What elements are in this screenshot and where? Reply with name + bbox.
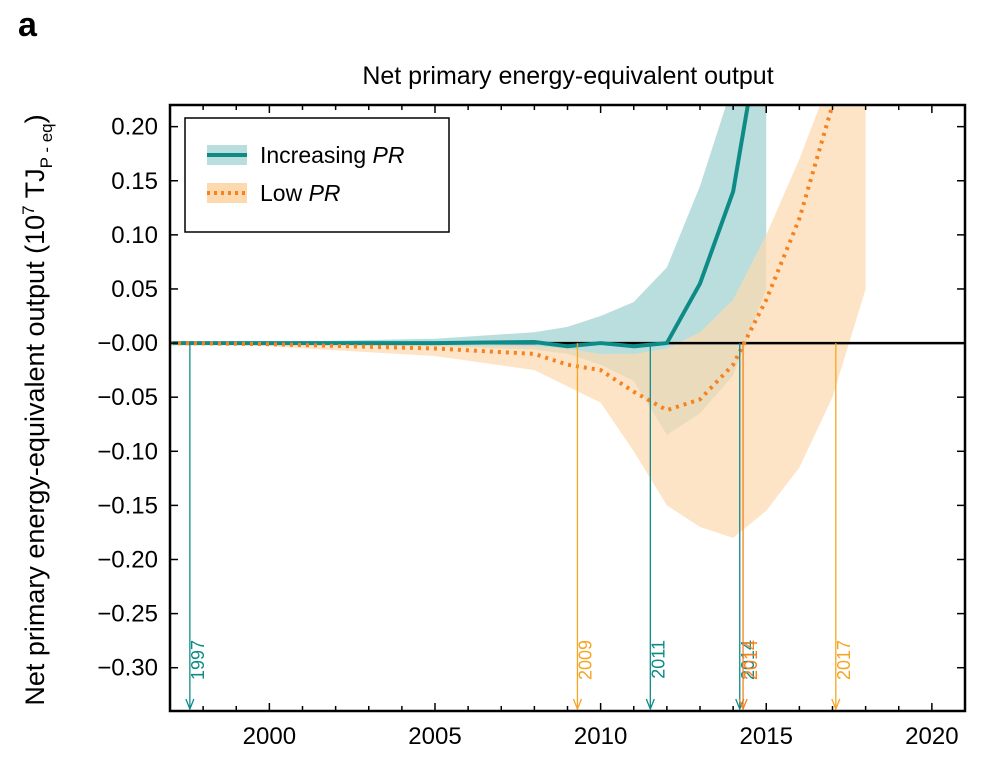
y-axis-label-sub: P - eq bbox=[37, 123, 56, 168]
x-tick-label-3: 2015 bbox=[740, 723, 793, 750]
marker-label-1: 2009 bbox=[575, 640, 595, 680]
x-tick-label-2: 2010 bbox=[574, 723, 627, 750]
legend-label-increasing: Increasing PR bbox=[260, 142, 404, 168]
legend: Increasing PR Low PR bbox=[184, 117, 450, 233]
confidence-bands bbox=[170, 105, 866, 538]
y-tick-label-5: −0.05 bbox=[97, 384, 158, 411]
y-axis-label-unit: TJ bbox=[20, 168, 50, 205]
y-axis-label-close: ) bbox=[20, 114, 50, 123]
marker-arrow-5 bbox=[831, 698, 841, 711]
marker-arrow-0 bbox=[185, 698, 195, 711]
y-tick-label-3: 0.05 bbox=[111, 276, 158, 303]
legend-label-low: Low PR bbox=[260, 180, 341, 206]
y-tick-label-2: 0.10 bbox=[111, 222, 158, 249]
legend-increasing-name: Increasing bbox=[260, 142, 366, 168]
legend-increasing-italic: PR bbox=[373, 142, 405, 168]
marker-arrow-1 bbox=[572, 698, 583, 711]
series-lines bbox=[170, 105, 835, 413]
confidence-band-0 bbox=[170, 105, 767, 436]
marker-label-5: 2017 bbox=[834, 640, 854, 680]
series-line-0 bbox=[170, 105, 750, 349]
y-axis-label-main: Net primary energy-equivalent output (10 bbox=[20, 215, 50, 706]
y-tick-label-0: 0.20 bbox=[111, 114, 158, 141]
y-tick-label-9: −0.25 bbox=[97, 601, 158, 628]
y-tick-label-6: −0.10 bbox=[97, 438, 158, 465]
legend-low-italic: PR bbox=[309, 180, 341, 206]
x-tick-label-4: 2020 bbox=[905, 723, 958, 750]
y-tick-label-7: −0.15 bbox=[97, 492, 158, 519]
panel-label: a bbox=[18, 6, 37, 44]
chart-title: Net primary energy-equivalent output bbox=[362, 62, 773, 90]
x-tick-label-0: 2000 bbox=[243, 723, 296, 750]
x-tick-label-1: 2005 bbox=[408, 723, 461, 750]
confidence-band-1 bbox=[170, 105, 866, 538]
legend-box bbox=[184, 117, 450, 233]
marker-arrow-2 bbox=[645, 698, 655, 711]
y-tick-label-1: 0.15 bbox=[111, 168, 158, 195]
y-tick-label-8: −0.20 bbox=[97, 547, 158, 574]
marker-label-4: 2014 bbox=[741, 640, 761, 680]
legend-swatch-low bbox=[207, 183, 247, 203]
legend-low-name: Low bbox=[260, 180, 303, 206]
marker-label-2: 2011 bbox=[648, 640, 668, 679]
marker-arrow-4 bbox=[738, 698, 748, 711]
y-tick-label-10: −0.30 bbox=[97, 655, 158, 682]
y-axis-label: Net primary energy-equivalent output (10… bbox=[19, 114, 56, 705]
marker-label-0: 1997 bbox=[188, 640, 208, 680]
series-line-1 bbox=[170, 105, 835, 413]
y-tick-label-4: −0.00 bbox=[97, 330, 158, 357]
y-axis-label-sup: 7 bbox=[19, 205, 38, 214]
axes: 2000 2005 2010 2015 2020 0.20 0.15 0.10 0.05 −0.0… bbox=[97, 103, 967, 750]
